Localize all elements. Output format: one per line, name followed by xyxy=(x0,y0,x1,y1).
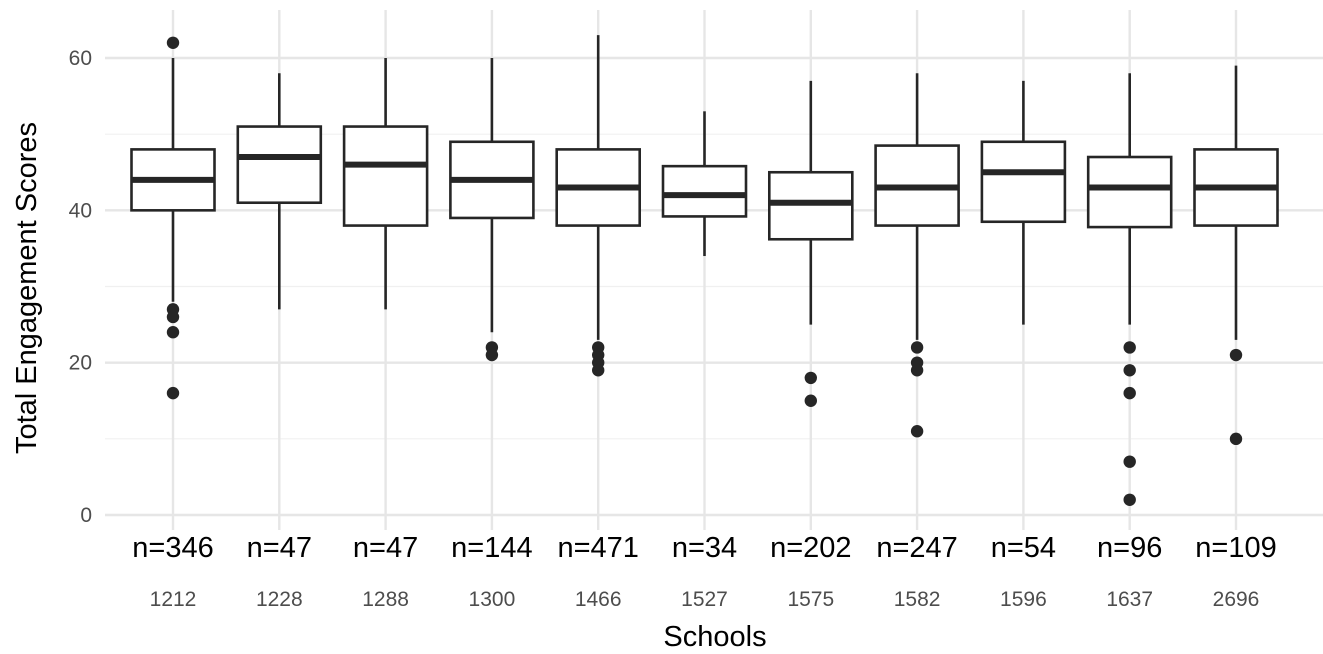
box-2696 xyxy=(1193,65,1279,340)
box-1212 xyxy=(130,58,216,302)
outlier-point xyxy=(910,341,924,354)
outlier-point xyxy=(1123,341,1136,354)
x-axis-ticks: 1212 1228 1288 1300 1466 1527 1575 1582 1596 1637… xyxy=(150,588,1260,611)
count-label: n=247 xyxy=(876,532,957,564)
count-label: n=47 xyxy=(353,532,418,564)
count-label: n=109 xyxy=(1195,532,1276,564)
x-tick-label: 2696 xyxy=(1213,588,1260,611)
box-body xyxy=(1086,155,1173,229)
outlier-point xyxy=(1229,432,1243,446)
x-tick-label: 1575 xyxy=(787,588,834,611)
count-label: n=47 xyxy=(247,532,312,564)
outlier-point xyxy=(1123,364,1136,377)
box-1637 xyxy=(1086,73,1173,325)
grid-lines xyxy=(105,10,1323,530)
x-tick-label: 1300 xyxy=(469,588,516,611)
outliers-group xyxy=(166,36,1243,506)
count-label: n=346 xyxy=(132,532,213,564)
box-body xyxy=(661,164,748,218)
outlier-point xyxy=(166,326,180,339)
box-body xyxy=(980,140,1067,224)
outlier-point xyxy=(804,394,817,407)
x-tick-label: 1637 xyxy=(1106,588,1153,611)
y-tick-label: 0 xyxy=(80,504,92,527)
outlier-point xyxy=(910,425,924,438)
y-tick-label: 40 xyxy=(69,199,92,222)
count-label: n=96 xyxy=(1097,532,1162,564)
x-tick-label: 1228 xyxy=(256,588,303,611)
outlier-point xyxy=(910,364,924,377)
count-label: n=54 xyxy=(991,532,1056,564)
outlier-point xyxy=(1123,386,1136,400)
count-label: n=34 xyxy=(672,532,737,564)
x-tick-label: 1212 xyxy=(150,588,197,611)
outlier-point xyxy=(166,386,180,400)
y-axis-ticks: 0 20 40 60 xyxy=(69,47,92,527)
count-label: n=144 xyxy=(451,532,532,564)
outlier-point xyxy=(485,348,499,362)
y-tick-label: 20 xyxy=(69,352,92,375)
y-axis-title: Total Engagement Scores xyxy=(11,122,43,454)
x-tick-label: 1288 xyxy=(362,588,409,611)
outlier-point xyxy=(592,364,605,377)
box-1228 xyxy=(236,73,323,310)
box-body xyxy=(342,125,429,227)
outlier-point xyxy=(1123,455,1136,468)
x-tick-label: 1527 xyxy=(681,588,728,611)
box-body xyxy=(767,170,854,241)
x-axis-title: Schools xyxy=(663,621,766,653)
box-1596 xyxy=(980,80,1067,325)
outlier-point xyxy=(166,36,180,49)
box-1466 xyxy=(555,35,642,340)
x-tick-label: 1582 xyxy=(894,588,941,611)
x-tick-label: 1466 xyxy=(575,588,622,611)
outlier-point xyxy=(804,371,817,385)
box-1527 xyxy=(661,111,748,257)
outlier-point xyxy=(166,310,180,324)
y-tick-label: 60 xyxy=(69,47,92,70)
box-1288 xyxy=(342,58,429,310)
box-1575 xyxy=(767,80,854,325)
outlier-point xyxy=(1123,493,1136,506)
x-tick-label: 1596 xyxy=(1000,588,1047,611)
count-label: n=202 xyxy=(770,532,851,564)
boxes-group xyxy=(130,35,1279,340)
box-body xyxy=(236,125,323,205)
box-1300 xyxy=(449,58,535,333)
count-labels: n=346 n=47 n=47 n=144 n=471 n=34 n=202 n=247 n=5… xyxy=(132,532,1276,564)
count-label: n=471 xyxy=(557,532,638,564)
box-1582 xyxy=(874,73,960,340)
outlier-point xyxy=(1229,348,1243,362)
